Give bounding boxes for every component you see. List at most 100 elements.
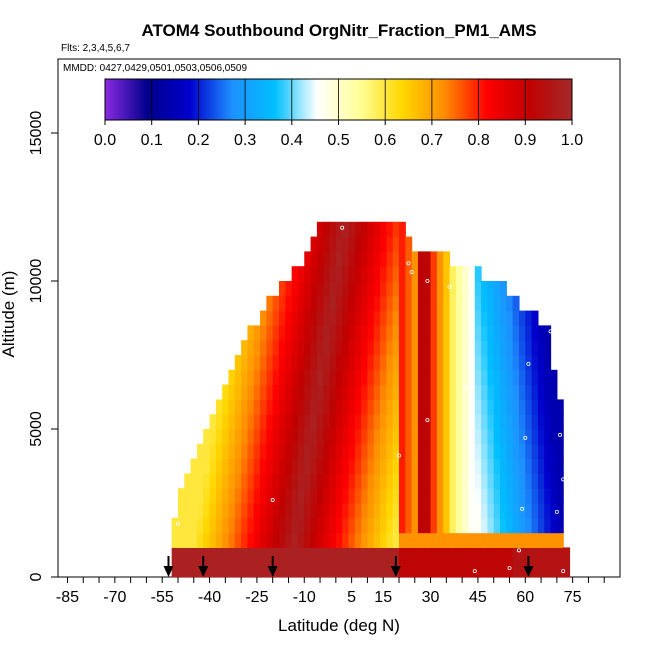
heatmap-cell: [373, 355, 381, 371]
heatmap-cell: [481, 532, 488, 548]
heatmap-cell: [190, 532, 198, 548]
heatmap-cell: [500, 488, 507, 504]
heatmap-cell: [506, 429, 514, 445]
heatmap-cell: [462, 503, 470, 519]
heatmap-cell: [386, 503, 394, 519]
heatmap-cell: [304, 473, 312, 489]
heatmap-cell: [222, 473, 230, 489]
heatmap-cell: [342, 458, 350, 474]
heatmap-cell: [316, 414, 324, 430]
heatmap-cell: [335, 532, 343, 548]
heatmap-cell: [310, 399, 318, 415]
heatmap-cell: [209, 429, 217, 445]
heatmap-cell: [531, 503, 539, 519]
heatmap-cell: [556, 473, 564, 489]
heatmap-cell: [518, 355, 526, 371]
heatmap-cell: [462, 266, 470, 282]
heatmap-cell: [455, 532, 463, 548]
heatmap-cell: [304, 355, 312, 371]
heatmap-cell: [260, 355, 267, 371]
heatmap-cell: [184, 532, 192, 548]
heatmap-cell: [247, 488, 255, 504]
heatmap-cell: [310, 369, 318, 386]
heatmap-cell: [386, 458, 394, 474]
heatmap-cell: [367, 295, 375, 312]
heatmap-cell: [411, 355, 419, 371]
heatmap-cell: [297, 281, 305, 297]
heatmap-cell: [241, 503, 249, 519]
heatmap-cell: [272, 488, 280, 504]
heatmap-cell: [367, 503, 375, 519]
heatmap-cell: [279, 369, 286, 386]
heatmap-cell: [436, 266, 444, 282]
sample-point: [157, 524, 162, 529]
heatmap-cell: [272, 443, 280, 460]
heatmap-cell: [468, 355, 476, 371]
heatmap-cell: [386, 429, 394, 445]
sample-point: [469, 515, 474, 520]
heatmap-cell: [493, 355, 501, 371]
flight-arrow-head: [390, 566, 401, 577]
heatmap-cell: [304, 532, 312, 548]
heatmap-cell: [455, 384, 463, 400]
heatmap-cell: [525, 369, 533, 386]
heatmap-cell: [537, 443, 545, 460]
y-tick-label: 5000: [28, 411, 45, 447]
heatmap-cell: [329, 517, 337, 534]
heatmap-cell: [348, 488, 356, 504]
heatmap-cell: [487, 473, 495, 489]
heatmap-cell: [411, 458, 419, 474]
heatmap-cell: [285, 532, 293, 548]
heatmap-cell: [241, 369, 249, 386]
heatmap-cell: [361, 251, 369, 267]
heatmap-cell: [279, 443, 286, 460]
heatmap-cell: [247, 562, 255, 578]
heatmap-cell: [411, 488, 419, 504]
heatmap-cell: [310, 488, 318, 504]
x-tick-label: -55: [151, 589, 174, 606]
heatmap-cell: [279, 414, 286, 430]
heatmap-cell: [354, 429, 362, 445]
heatmap-cell: [462, 325, 470, 341]
heatmap-cell: [392, 399, 400, 415]
heatmap-cell: [481, 369, 488, 386]
sample-point: [447, 284, 452, 289]
heatmap-cell: [342, 399, 350, 415]
heatmap-cell: [291, 384, 299, 400]
heatmap-cell: [493, 281, 501, 297]
y-tick-label: 15000: [28, 111, 45, 156]
heatmap-cell: [323, 310, 331, 326]
heatmap-cell: [297, 517, 305, 534]
heatmap-cell: [487, 414, 495, 430]
heatmap-cell: [392, 355, 400, 371]
heatmap-cell: [329, 310, 337, 326]
heatmap-cell: [380, 488, 387, 504]
heatmap-cell: [556, 517, 564, 534]
heatmap-cell: [373, 266, 381, 282]
heatmap-cell: [367, 488, 375, 504]
heatmap-cell: [304, 295, 312, 312]
sample-point: [469, 477, 474, 482]
heatmap-cell: [247, 517, 255, 534]
heatmap-cell: [361, 295, 369, 312]
heatmap-cell: [247, 429, 255, 445]
heatmap-cell: [380, 355, 387, 371]
heatmap-cell: [386, 532, 394, 548]
heatmap-cell: [304, 414, 312, 430]
heatmap-cell: [354, 310, 362, 326]
heatmap-cell: [329, 562, 337, 578]
heatmap-cell: [342, 488, 350, 504]
heatmap-cell: [310, 281, 318, 297]
heatmap-cell: [417, 399, 425, 415]
heatmap-cell: [367, 281, 375, 297]
heatmap-cell: [512, 429, 520, 445]
heatmap-cell: [253, 414, 261, 430]
heatmap-cell: [449, 266, 457, 282]
heatmap-cell: [436, 281, 444, 297]
heatmap-cell: [430, 295, 438, 312]
heatmap-cell: [279, 429, 286, 445]
colorbar-tick-label: 0.5: [327, 132, 349, 149]
heatmap-cell: [443, 488, 451, 504]
heatmap-cell: [506, 355, 514, 371]
heatmap-cell: [455, 562, 463, 578]
